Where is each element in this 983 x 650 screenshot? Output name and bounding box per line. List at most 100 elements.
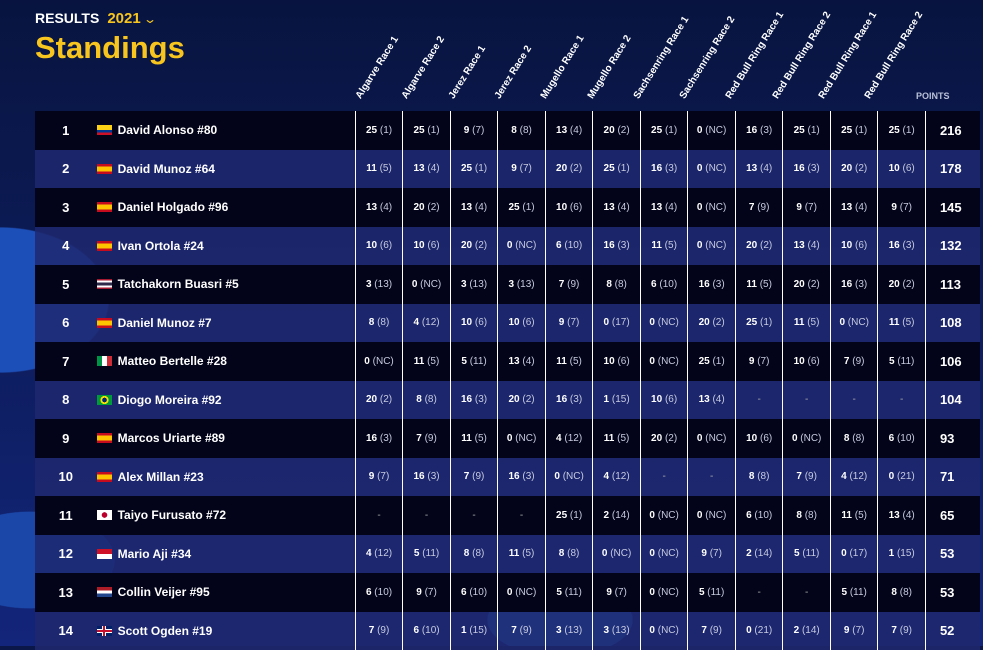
race-position: (NC) [705, 125, 726, 136]
race-position: (1) [522, 202, 534, 213]
total-points: 132 [925, 227, 980, 266]
race-result: 16 (3) [830, 265, 878, 304]
race-points: 6 [413, 625, 419, 636]
race-result: - [783, 573, 831, 612]
race-points: 0 [507, 433, 513, 444]
race-result: 0 (NC) [830, 304, 878, 343]
race-result: 25 (1) [783, 111, 831, 150]
race-position: (3) [427, 471, 439, 482]
race-position: (4) [617, 202, 629, 213]
race-points: 0 [649, 356, 655, 367]
race-position: (9) [377, 625, 389, 636]
race-points: 25 [746, 317, 757, 328]
race-position: (NC) [610, 548, 631, 559]
rider-name[interactable]: Daniel Holgado #96 [118, 200, 229, 214]
rider-cell: Collin Veijer #95 [97, 573, 356, 612]
race-result: - [878, 381, 926, 420]
rider-cell: Marcos Uriarte #89 [97, 419, 356, 458]
race-points: 16 [556, 394, 567, 405]
race-position: (2) [712, 317, 724, 328]
race-result: 8 (8) [735, 458, 783, 497]
total-points: 106 [925, 342, 980, 381]
race-position: (12) [564, 433, 582, 444]
rider-name[interactable]: Collin Veijer #95 [118, 585, 210, 599]
race-points: 10 [794, 356, 805, 367]
race-position: (2) [855, 163, 867, 174]
race-empty: - [710, 471, 713, 482]
race-position: (4) [380, 202, 392, 213]
race-result: 5 (11) [545, 573, 593, 612]
race-position: (NC) [705, 240, 726, 251]
race-position: (7) [377, 471, 389, 482]
total-points: 145 [925, 188, 980, 227]
race-position: (12) [612, 471, 630, 482]
race-points: 5 [556, 587, 562, 598]
flag-icon [97, 318, 112, 328]
race-position: (8) [757, 471, 769, 482]
rider-name[interactable]: Marcos Uriarte #89 [118, 431, 225, 445]
race-result: 9 (7) [783, 188, 831, 227]
race-result: 16 (3) [735, 111, 783, 150]
race-position: (7) [472, 125, 484, 136]
race-position: (10) [659, 279, 677, 290]
rider-name[interactable]: David Alonso #80 [118, 123, 218, 137]
total-points: 178 [925, 150, 980, 189]
rider-name[interactable]: Daniel Munoz #7 [118, 316, 212, 330]
race-points: 0 [697, 240, 703, 251]
race-points: 20 [366, 394, 377, 405]
race-position: (11) [565, 587, 582, 598]
rider-name[interactable]: Alex Millan #23 [118, 470, 204, 484]
race-result: 11 (5) [830, 496, 878, 535]
race-position: (2) [570, 163, 582, 174]
race-result: 13 (4) [735, 150, 783, 189]
race-points: 3 [556, 625, 562, 636]
race-position: (1) [712, 356, 724, 367]
rider-name[interactable]: Tatchakorn Buasri #5 [118, 277, 239, 291]
race-position: (6) [760, 433, 772, 444]
rider-name[interactable]: Scott Ogden #19 [118, 624, 213, 638]
race-position: (1) [570, 510, 582, 521]
rider-name[interactable]: Mario Aji #34 [118, 547, 192, 561]
race-points: 0 [839, 317, 845, 328]
race-position: (11) [802, 548, 819, 559]
race-result: 16 (3) [783, 150, 831, 189]
race-points: 8 [559, 548, 565, 559]
race-position: (13) [374, 279, 392, 290]
race-points: 0 [792, 433, 798, 444]
race-points: 11 [366, 163, 377, 174]
race-position: (11) [897, 356, 914, 367]
race-position: (NC) [658, 625, 679, 636]
race-points: 2 [604, 510, 610, 521]
race-points: 20 [889, 279, 900, 290]
rider-name[interactable]: Taiyo Furusato #72 [118, 508, 226, 522]
race-result: 0 (NC) [688, 419, 736, 458]
rider-cell: Daniel Munoz #7 [97, 304, 356, 343]
race-position: (2) [760, 240, 772, 251]
rider-name[interactable]: Matteo Bertelle #28 [118, 354, 227, 368]
race-points: 9 [369, 471, 375, 482]
year-selector[interactable]: 2021⌄ [99, 10, 154, 27]
rider-name[interactable]: Diogo Moreira #92 [118, 393, 222, 407]
race-result: 0 (NC) [498, 419, 546, 458]
race-result: 8 (8) [593, 265, 641, 304]
race-points: 0 [507, 587, 513, 598]
rider-name[interactable]: Ivan Ortola #24 [118, 239, 204, 253]
rider-name[interactable]: David Munoz #64 [118, 162, 215, 176]
rider-cell: Alex Millan #23 [97, 458, 356, 497]
race-points: 4 [413, 317, 419, 328]
